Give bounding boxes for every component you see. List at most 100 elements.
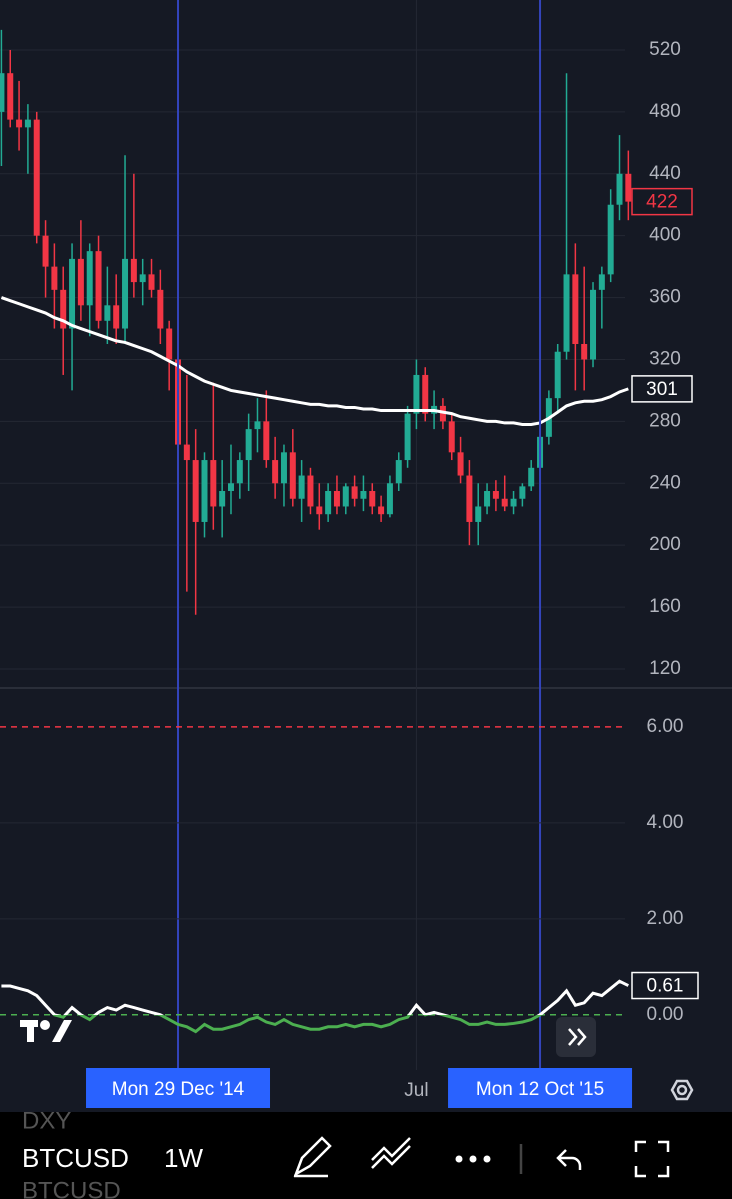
candle-body (42, 235, 49, 267)
candle-body (404, 413, 411, 461)
candle-body (24, 119, 31, 128)
more-icon[interactable] (455, 1155, 491, 1163)
candle-body (625, 173, 632, 202)
crosshair-label-bg (448, 1068, 633, 1108)
y-tick-label: 160 (649, 596, 681, 617)
candle-body (466, 475, 473, 522)
y-tick-label: 400 (649, 225, 681, 246)
candle-body (590, 289, 597, 360)
logo (20, 1020, 72, 1042)
candle-body (263, 421, 270, 461)
moving-average (0, 296, 629, 426)
candle-body (219, 491, 226, 507)
candle-body (607, 204, 614, 275)
interval[interactable]: 1W (164, 1143, 203, 1173)
candle-body (104, 305, 111, 321)
y-tick-label: 120 (649, 658, 681, 679)
value-tag (631, 971, 699, 1000)
candle-body (475, 506, 482, 522)
candle-body (563, 274, 570, 352)
candle-body (139, 274, 146, 283)
symbol[interactable]: BTCUSD (22, 1143, 129, 1173)
candle-body (422, 374, 429, 414)
x-tick-label: Jul (404, 1080, 428, 1101)
candle-body (130, 258, 137, 283)
price-tag-label: 422 (646, 192, 678, 213)
ma-tag (631, 375, 693, 403)
y-tick-label: 360 (649, 287, 681, 308)
y-tick-label: 320 (649, 348, 681, 369)
candle-body (386, 483, 393, 515)
candle-body (298, 475, 305, 499)
candle-body (369, 491, 376, 507)
y-tick-label: 2.00 (647, 908, 684, 929)
candle-body (351, 486, 358, 499)
candle-body (510, 498, 517, 507)
toolbar (0, 1112, 732, 1199)
candle-body (413, 374, 420, 414)
candle-body (289, 452, 296, 499)
draw-icon[interactable] (293, 1136, 332, 1178)
candle-body (95, 251, 102, 321)
candle-body (616, 173, 623, 205)
y-tick-label: 200 (649, 534, 681, 555)
candle-body (333, 491, 340, 507)
candle-body (166, 328, 173, 360)
toolbar-icons[interactable] (293, 1136, 670, 1178)
indicator-line (1, 979, 629, 1034)
crosshair-label: Mon 12 Oct '15 (476, 1079, 604, 1100)
candle-body (0, 73, 5, 112)
ma-tag-label: 301 (646, 379, 678, 400)
candle-body (519, 486, 526, 499)
candle-body (501, 498, 508, 507)
candle-body (236, 460, 243, 484)
candle-body (342, 486, 349, 507)
lines-icon[interactable] (371, 1137, 411, 1169)
candle-body (122, 258, 129, 329)
candle-body (113, 305, 120, 329)
y-tick-label: 0.00 (647, 1004, 684, 1025)
candle-body (245, 429, 252, 461)
candle-body (254, 421, 261, 430)
candle-body (201, 460, 208, 522)
candle-body (51, 266, 58, 290)
candle-body (572, 274, 579, 344)
candle-body (448, 421, 455, 453)
candle-body (598, 274, 605, 290)
candle-body (157, 289, 164, 329)
candle-body (16, 119, 23, 128)
candle-body (457, 452, 464, 476)
candle-body (484, 491, 491, 507)
y-tick-label: 280 (649, 410, 681, 431)
scroll-button[interactable] (556, 1017, 596, 1057)
candle-body (395, 460, 402, 484)
candle-body (69, 258, 76, 329)
undo-icon[interactable] (556, 1149, 582, 1170)
fullscreen-icon[interactable] (634, 1140, 670, 1178)
candle-body (360, 491, 367, 499)
y-tick-label: 6.00 (647, 716, 684, 737)
y-tick-label: 480 (649, 101, 681, 122)
candle-body (280, 452, 287, 484)
candle-body (378, 506, 385, 515)
candle-body (192, 460, 199, 522)
ghost-item: BTCUSD (22, 1177, 121, 1199)
y-tick-label: 240 (649, 472, 681, 493)
candle-body (554, 351, 561, 399)
candle-body (33, 119, 40, 236)
candle-body (307, 475, 314, 507)
settings-icon[interactable] (670, 1079, 694, 1101)
price-tag (631, 187, 693, 216)
ghost-item: DXY (22, 1107, 71, 1134)
crosshair-label: Mon 29 Dec '14 (112, 1079, 245, 1100)
chart-bg (0, 0, 732, 1112)
candle-body (148, 274, 155, 290)
y-tick-label: 440 (649, 163, 681, 184)
candle-body (210, 460, 217, 507)
y-tick-label: 4.00 (647, 812, 684, 833)
candle-body (183, 444, 190, 461)
chart-layer: 120 160 200 240 280 320 360 400 440 480 520 Jul Mon … (0, 0, 699, 1108)
candle-body (492, 491, 499, 499)
